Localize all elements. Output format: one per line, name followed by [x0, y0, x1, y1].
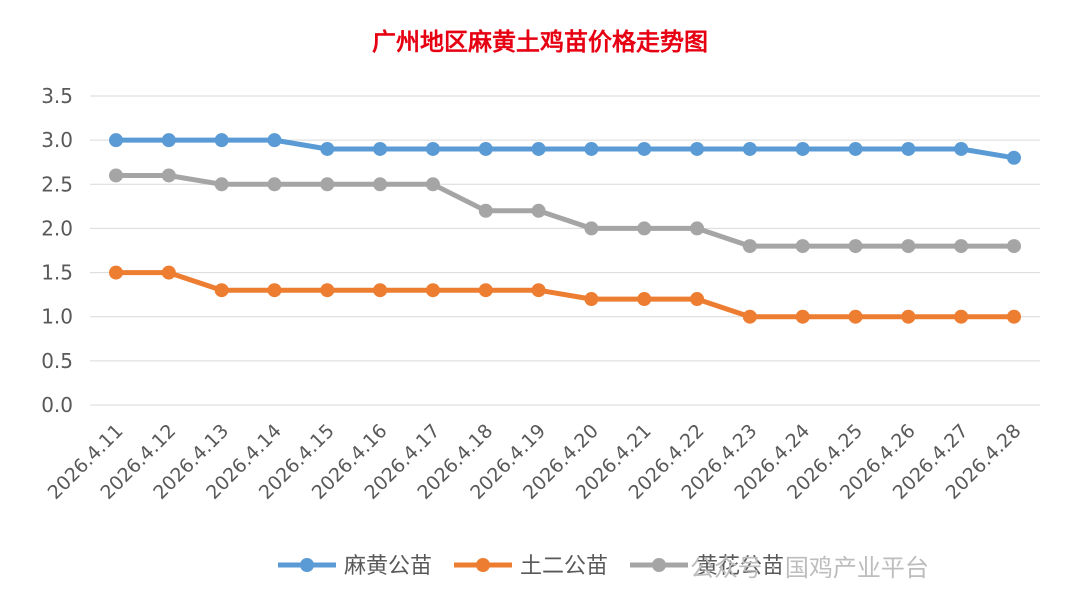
data-point: [954, 309, 969, 324]
data-point: [1007, 239, 1021, 254]
chart-title: 广州地区麻黄土鸡苗价格走势图: [372, 27, 708, 56]
x-axis-tick-labels: 2026.4.112026.4.122026.4.132026.4.142026…: [44, 420, 1026, 504]
data-point: [637, 141, 652, 156]
legend-marker: [300, 558, 314, 572]
data-point: [161, 168, 176, 183]
y-tick-label: 1.0: [41, 305, 73, 329]
data-point: [795, 239, 810, 254]
data-point: [214, 133, 229, 148]
data-point: [584, 141, 599, 156]
data-point: [954, 239, 969, 254]
data-point: [478, 283, 493, 298]
y-tick-label: 3.5: [41, 84, 73, 108]
data-point: [161, 265, 176, 280]
data-point: [795, 141, 810, 156]
data-point: [795, 309, 810, 324]
data-point: [109, 265, 123, 280]
series-1: [109, 265, 1021, 324]
data-point: [478, 141, 493, 156]
data-point: [584, 221, 599, 236]
watermark: 公众号 · 国鸡产业平台: [690, 554, 929, 582]
data-point: [848, 141, 863, 156]
y-axis-tick-labels: 0.0 0.5 1.0 1.5 2.0 2.5 3.0 3.5: [41, 84, 73, 417]
data-point: [161, 133, 176, 148]
data-point: [742, 239, 757, 254]
series-line: [113, 270, 1017, 320]
data-point: [214, 177, 229, 192]
data-point: [531, 203, 546, 218]
data-point: [478, 203, 493, 218]
data-point: [267, 283, 282, 298]
data-point: [901, 239, 916, 254]
data-point: [637, 221, 652, 236]
data-point: [584, 292, 599, 307]
legend-marker: [652, 558, 666, 572]
data-point: [425, 177, 440, 192]
y-tick-label: 3.0: [41, 128, 73, 152]
legend-label: 黄花公苗: [696, 554, 784, 579]
series-line: [113, 137, 1017, 161]
y-tick-label: 0.0: [41, 393, 73, 417]
data-point: [690, 141, 705, 156]
data-point: [373, 141, 388, 156]
data-point: [742, 141, 757, 156]
y-tick-label: 2.0: [41, 216, 73, 240]
data-point: [109, 168, 123, 183]
data-point: [848, 309, 863, 324]
data-point: [742, 309, 757, 324]
y-tick-label: 1.5: [41, 261, 73, 285]
data-point: [531, 141, 546, 156]
data-point: [531, 283, 546, 298]
series-2: [109, 168, 1021, 254]
data-point: [267, 177, 282, 192]
data-point: [425, 141, 440, 156]
legend-item: 麻黄公苗: [278, 554, 432, 579]
data-point: [1007, 150, 1021, 165]
data-point: [690, 221, 705, 236]
series-lines: [109, 133, 1021, 324]
data-point: [109, 133, 123, 148]
data-point: [373, 283, 388, 298]
legend-marker: [476, 558, 490, 572]
data-point: [954, 141, 969, 156]
series-0: [109, 133, 1021, 165]
data-point: [690, 292, 705, 307]
legend-label: 麻黄公苗: [344, 554, 432, 579]
legend: 麻黄公苗 土二公苗 黄花公苗: [278, 554, 784, 579]
y-tick-label: 0.5: [41, 349, 73, 373]
legend-item: 土二公苗: [454, 554, 608, 579]
legend-label: 土二公苗: [520, 554, 608, 579]
data-point: [320, 141, 335, 156]
data-point: [373, 177, 388, 192]
legend-item: 黄花公苗: [630, 554, 784, 579]
data-point: [214, 283, 229, 298]
data-point: [848, 239, 863, 254]
y-tick-label: 2.5: [41, 172, 73, 196]
grid-lines: [90, 95, 1040, 406]
data-point: [320, 177, 335, 192]
data-point: [637, 292, 652, 307]
data-point: [901, 141, 916, 156]
series-line: [113, 173, 1017, 249]
data-point: [425, 283, 440, 298]
data-point: [1007, 309, 1021, 324]
data-point: [320, 283, 335, 298]
data-point: [901, 309, 916, 324]
data-point: [267, 133, 282, 148]
